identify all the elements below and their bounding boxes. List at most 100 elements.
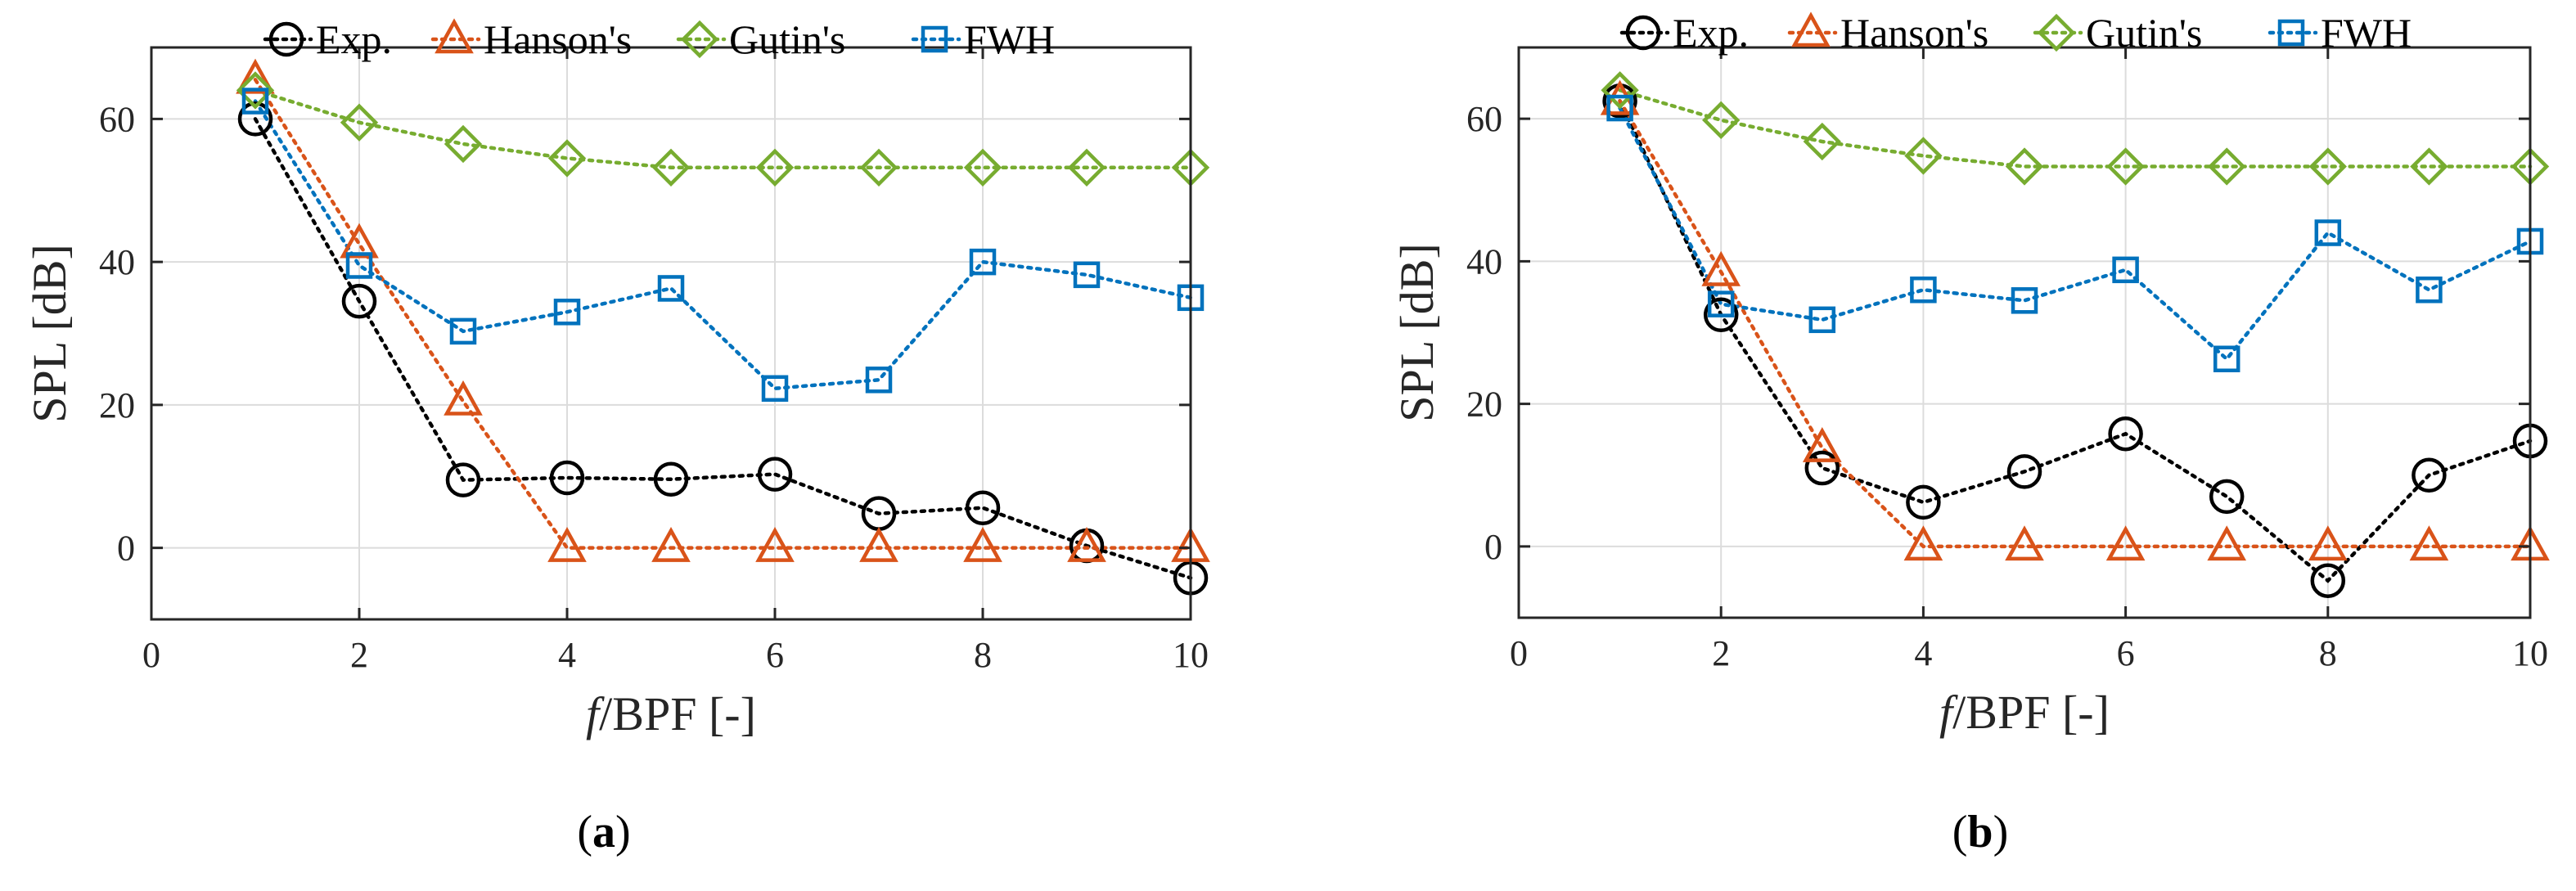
data-point <box>445 462 481 497</box>
data-point <box>2006 454 2042 489</box>
plot-area <box>1519 47 2530 618</box>
data-point <box>657 275 685 302</box>
data-point <box>761 375 789 403</box>
data-point <box>859 526 898 562</box>
series-line <box>1618 88 2533 169</box>
data-point <box>2209 479 2245 515</box>
legend-label: Gutin's <box>729 16 845 62</box>
data-point <box>1808 306 1836 334</box>
data-point <box>651 148 691 187</box>
legend-marker <box>1791 11 1831 47</box>
x-tick-label: 10 <box>1173 635 1209 675</box>
data-point <box>241 88 269 115</box>
data-point <box>340 103 379 142</box>
x-tick-label: 2 <box>350 635 368 675</box>
subfigure-paren: ) <box>615 807 631 857</box>
data-point <box>965 490 1001 525</box>
legend-marker <box>2277 19 2305 47</box>
data-point <box>444 124 483 164</box>
y-tick-label: 0 <box>1484 527 1502 567</box>
series-line <box>253 78 1193 550</box>
data-point <box>2207 525 2247 561</box>
data-point <box>1906 484 1941 520</box>
data-point <box>547 139 587 178</box>
data-point <box>1803 122 1841 161</box>
x-tick-label: 0 <box>142 635 160 675</box>
data-point <box>444 380 483 416</box>
legend-label: FWH <box>964 16 1055 62</box>
series-line <box>1618 106 2533 362</box>
subfigure-letter: b <box>1967 807 1993 857</box>
data-point <box>2005 525 2044 561</box>
x-tick-label: 0 <box>1510 633 1528 673</box>
y-tick-label: 60 <box>1466 99 1502 139</box>
y-tick-label: 20 <box>99 385 135 425</box>
x-tick-label: 8 <box>974 635 992 675</box>
data-point <box>2314 219 2342 246</box>
legend-label: FWH <box>2321 10 2412 56</box>
data-point <box>755 148 795 187</box>
data-point <box>1707 290 1735 317</box>
legend-label: Exp. <box>1673 10 1749 56</box>
data-point <box>236 58 275 94</box>
data-point <box>1073 261 1101 289</box>
data-point <box>1702 101 1741 140</box>
data-point <box>2308 147 2347 186</box>
subfigure-paren: ( <box>577 807 592 857</box>
data-point <box>1601 71 1639 110</box>
data-point <box>859 148 898 187</box>
y-tick-label: 40 <box>99 242 135 282</box>
data-point <box>1910 276 1937 304</box>
data-point <box>340 223 379 259</box>
legend-marker <box>268 21 304 57</box>
data-point <box>2106 147 2145 186</box>
legend-marker <box>435 18 474 54</box>
data-point <box>236 71 275 110</box>
data-point <box>2108 416 2143 452</box>
data-point <box>1701 250 1741 286</box>
y-axis-label: SPL [dB] <box>1390 243 1443 422</box>
data-point <box>1802 427 1842 462</box>
x-axis-label-rest: /BPF [-] <box>1952 686 2110 739</box>
legend: Exp. Hanson's Gutin's FWH <box>1619 10 2412 56</box>
subfigure-label: (a) <box>577 807 630 857</box>
data-point <box>341 283 377 319</box>
series-line <box>253 99 1193 391</box>
y-tick-label: 40 <box>1466 241 1502 281</box>
legend-label: Hanson's <box>484 16 632 62</box>
data-point <box>2409 525 2449 561</box>
x-tick-label: 8 <box>2319 633 2337 673</box>
chart-panel-a: 0 2 4 6 8 10 0 20 40 60 f/BPF [-] SPL [dB] Exp. Hanso… <box>23 16 1210 857</box>
subfigure-paren: ( <box>1952 807 1968 857</box>
plot-area <box>151 47 1191 619</box>
subfigure-paren: ) <box>1993 807 2009 857</box>
data-point <box>963 148 1002 187</box>
data-point <box>1703 297 1739 332</box>
data-point <box>1904 137 1943 175</box>
data-point <box>2213 345 2240 372</box>
x-axis-label-rest: /BPF [-] <box>599 687 756 740</box>
legend-marker <box>680 20 719 59</box>
legend: Exp. Hanson's Gutin's FWH <box>263 16 1055 62</box>
y-tick-label: 0 <box>117 529 135 569</box>
data-point <box>2308 525 2348 561</box>
series-line <box>253 88 1193 170</box>
series-line <box>1618 99 2533 583</box>
data-point <box>449 317 477 345</box>
x-tick-label: 6 <box>2117 633 2135 673</box>
legend-label: Exp. <box>316 16 392 62</box>
x-axis-label: f/BPF [-] <box>1939 686 2110 739</box>
data-point <box>237 101 273 137</box>
data-point <box>553 299 581 326</box>
x-tick-label: 4 <box>1914 633 1932 673</box>
data-point <box>757 457 793 492</box>
chart-panel-b: 0 2 4 6 8 10 0 20 40 60 f/BPF [-] SPL [dB] Exp. Hanso… <box>1390 10 2550 857</box>
data-point <box>2105 525 2146 561</box>
x-tick-label: 2 <box>1712 633 1730 673</box>
legend-marker <box>1625 15 1661 51</box>
data-point <box>549 460 585 496</box>
data-point <box>963 526 1002 562</box>
x-axis-label: f/BPF [-] <box>586 687 756 740</box>
legend-marker <box>2037 13 2076 52</box>
subfigure-letter: a <box>592 807 615 857</box>
